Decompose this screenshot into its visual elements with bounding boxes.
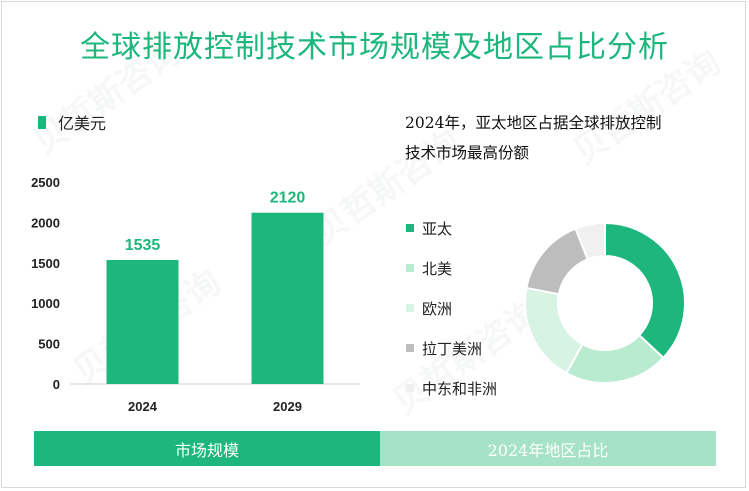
- y-tick-label: 1000: [31, 296, 60, 311]
- bar: [251, 212, 324, 384]
- legend-label: 亚太: [422, 219, 453, 238]
- y-tick-label: 2500: [31, 175, 60, 190]
- bar: [106, 259, 179, 384]
- y-tick-label: 0: [53, 377, 60, 392]
- legend-swatch: [406, 224, 414, 232]
- unit-legend: 亿美元: [38, 110, 106, 134]
- x-tick-label: 2029: [273, 399, 302, 414]
- y-tick-label: 1500: [31, 256, 60, 271]
- legend-item: 亚太: [406, 208, 497, 248]
- legend-swatch: [406, 384, 414, 392]
- legend-swatch: [406, 344, 414, 352]
- x-tick-label: 2024: [128, 399, 158, 414]
- y-tick-label: 2000: [31, 215, 60, 230]
- pie-chart-title: 2024年，亚太地区占据全球排放控制 技术市场最高份额: [405, 108, 725, 168]
- legend-swatch: [406, 304, 414, 312]
- legend-item: 北美: [406, 248, 497, 288]
- pie-title-line-2: 技术市场最高份额: [405, 144, 530, 162]
- pie-legend: 亚太北美欧洲拉丁美洲中东和非洲: [406, 208, 497, 408]
- footer-region-share-tab: 2024年地区占比: [380, 431, 716, 466]
- legend-item: 欧洲: [406, 288, 497, 328]
- unit-legend-label: 亿美元: [58, 114, 107, 133]
- legend-label: 拉丁美洲: [422, 339, 483, 358]
- footer-market-size-tab: 市场规模: [34, 431, 380, 466]
- legend-swatch: [406, 264, 414, 272]
- y-tick-label: 500: [38, 337, 60, 352]
- legend-label: 欧洲: [422, 299, 453, 318]
- legend-label: 中东和非洲: [422, 379, 498, 398]
- bar-data-label: 2120: [270, 190, 306, 207]
- donut-slice: [524, 286, 584, 375]
- legend-label: 北美: [422, 259, 453, 278]
- legend-item: 拉丁美洲: [406, 328, 497, 368]
- pie-title-line-1: 2024年，亚太地区占据全球排放控制: [405, 114, 662, 132]
- legend-item: 中东和非洲: [406, 368, 497, 408]
- legend-swatch: [38, 115, 46, 129]
- donut-slice: [574, 221, 606, 261]
- donut-slice: [604, 221, 686, 360]
- page-title: 全球排放控制技术市场规模及地区占比分析: [80, 30, 669, 65]
- bar-data-label: 1535: [125, 237, 161, 254]
